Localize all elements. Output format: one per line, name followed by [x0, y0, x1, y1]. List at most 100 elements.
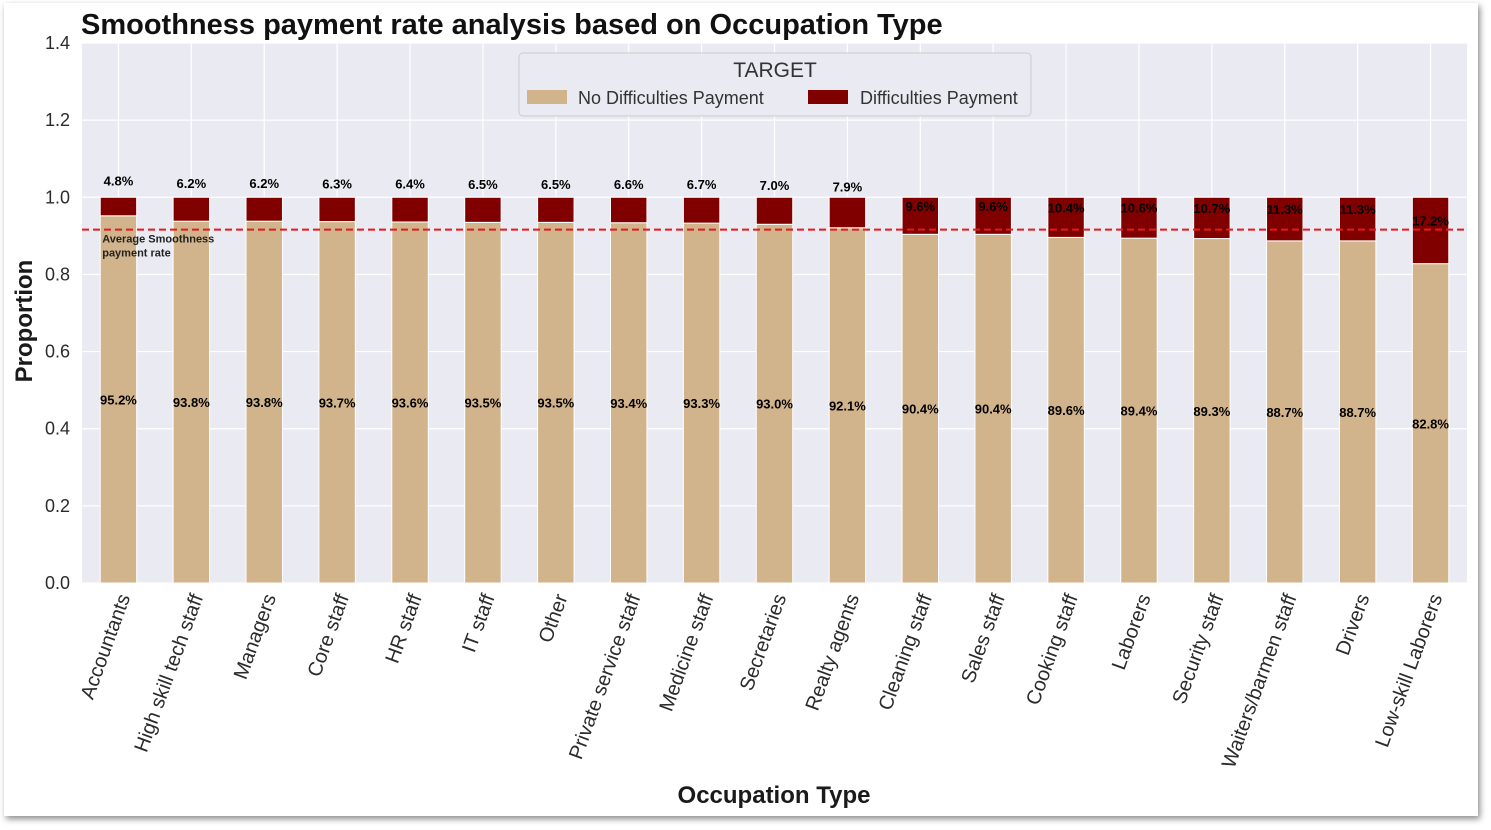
data-label-no-difficulties: 88.7%	[1266, 405, 1303, 420]
legend-title: TARGET	[733, 59, 817, 82]
data-label-difficulties: 9.6%	[978, 199, 1008, 214]
bar-no-difficulties	[901, 233, 940, 584]
x-tick-label: Secretaries	[736, 591, 791, 694]
bar-difficulties	[974, 196, 1012, 235]
bar-difficulties	[682, 196, 721, 224]
x-tick-label: Realty agents	[802, 591, 865, 713]
y-axis-label: Proportion	[11, 260, 38, 383]
data-label-no-difficulties: 93.8%	[246, 395, 283, 410]
legend-box	[518, 52, 1032, 117]
bar-difficulties	[99, 196, 138, 217]
legend-swatch-no-difficulties	[527, 90, 567, 104]
x-tick-label: Managers	[230, 591, 281, 682]
x-tick-label: Drivers	[1332, 591, 1374, 658]
x-tick-label: Medicine staff	[656, 591, 719, 715]
data-label-difficulties: 11.3%	[1340, 202, 1377, 217]
data-label-no-difficulties: 92.1%	[829, 398, 866, 413]
bar-difficulties	[1120, 196, 1158, 239]
data-label-difficulties: 6.2%	[249, 176, 279, 191]
y-tick-label: 0.4	[45, 419, 70, 439]
data-label-no-difficulties: 93.8%	[173, 395, 210, 410]
data-label-difficulties: 17.2%	[1412, 213, 1449, 228]
bar-no-difficulties	[974, 233, 1012, 584]
chart-canvas: Smoothness payment rate analysis based o…	[11, 9, 1467, 809]
x-tick-label: Other	[535, 591, 573, 646]
bar-difficulties	[755, 196, 794, 225]
bar-no-difficulties	[828, 227, 867, 584]
bar-no-difficulties	[391, 221, 429, 584]
data-label-difficulties: 6.5%	[468, 177, 498, 192]
bar-no-difficulties	[172, 220, 211, 584]
y-tick-label: 0.0	[45, 573, 70, 593]
bar-difficulties	[1266, 196, 1304, 242]
data-label-no-difficulties: 90.4%	[975, 402, 1012, 417]
bar-difficulties	[609, 196, 648, 224]
y-tick-label: 0.6	[45, 342, 70, 362]
data-label-difficulties: 6.4%	[395, 177, 425, 192]
x-tick-label: IT staff	[458, 591, 499, 656]
bar-no-difficulties	[609, 222, 648, 584]
data-label-difficulties: 11.3%	[1267, 202, 1304, 217]
bar-difficulties	[391, 196, 429, 223]
data-label-difficulties: 10.4%	[1048, 200, 1085, 215]
bar-difficulties	[318, 196, 356, 223]
x-tick-label: Accountants	[77, 591, 135, 702]
reference-line-label: payment rate	[102, 248, 170, 260]
data-label-difficulties: 6.5%	[541, 177, 571, 192]
data-label-no-difficulties: 93.5%	[537, 396, 574, 411]
data-label-no-difficulties: 95.2%	[100, 392, 137, 407]
data-label-no-difficulties: 89.6%	[1048, 403, 1085, 418]
data-label-difficulties: 10.6%	[1121, 201, 1158, 216]
legend: TARGET No Difficulties Payment Difficultie…	[518, 52, 1032, 117]
bar-no-difficulties	[99, 215, 138, 584]
data-label-no-difficulties: 93.0%	[756, 397, 793, 412]
reference-line-label: Average Smoothness	[102, 234, 214, 246]
x-tick-label: Cooking staff	[1022, 591, 1083, 708]
x-axis-label: Occupation Type	[678, 782, 871, 809]
x-tick-label: Security staff	[1168, 591, 1228, 707]
y-axis-ticks: 0.0 0.2 0.4 0.6 0.8 1.0 1.2 1.4	[45, 33, 70, 593]
y-tick-label: 1.4	[45, 33, 70, 53]
bar-no-difficulties	[1338, 240, 1377, 584]
bar-no-difficulties	[1266, 240, 1304, 584]
data-label-no-difficulties: 90.4%	[902, 402, 939, 417]
data-label-no-difficulties: 93.3%	[683, 396, 720, 411]
bar-difficulties	[172, 196, 211, 222]
bar-difficulties	[537, 196, 575, 223]
bar-difficulties	[1047, 196, 1085, 238]
bar-no-difficulties	[245, 220, 283, 584]
x-tick-label: Private service staff	[565, 591, 645, 763]
bar-difficulties	[1338, 196, 1377, 242]
chart-title: Smoothness payment rate analysis based o…	[81, 9, 943, 41]
bar-no-difficulties	[1120, 237, 1158, 584]
x-tick-label: Low-skill Laborers	[1371, 591, 1447, 750]
legend-swatch-difficulties	[808, 90, 848, 104]
data-label-difficulties: 7.0%	[760, 178, 790, 193]
data-label-no-difficulties: 93.6%	[392, 395, 429, 410]
data-label-difficulties: 6.2%	[177, 176, 207, 191]
bar-difficulties	[901, 196, 940, 235]
x-tick-label: Cleaning staff	[875, 591, 938, 714]
bar-no-difficulties	[318, 221, 356, 584]
x-tick-label: Core staff	[304, 591, 354, 680]
bar-difficulties	[245, 196, 283, 222]
chart-frame: Smoothness payment rate analysis based o…	[4, 3, 1478, 816]
data-label-difficulties: 6.6%	[614, 177, 644, 192]
y-tick-label: 1.2	[45, 110, 70, 130]
x-tick-label: High skill tech staff	[130, 591, 208, 755]
data-label-no-difficulties: 93.4%	[610, 396, 647, 411]
data-label-difficulties: 10.7%	[1193, 201, 1230, 216]
x-tick-label: Waiters/barmen staff	[1218, 591, 1302, 771]
bar-no-difficulties	[682, 222, 721, 584]
x-tick-label: Sales staff	[957, 591, 1010, 686]
data-label-no-difficulties: 89.3%	[1193, 404, 1230, 419]
legend-label-no-difficulties: No Difficulties Payment	[578, 88, 764, 108]
y-tick-label: 0.8	[45, 264, 70, 284]
y-tick-label: 1.0	[45, 187, 70, 207]
data-label-difficulties: 9.6%	[905, 199, 935, 214]
data-label-no-difficulties: 93.5%	[464, 396, 501, 411]
reference-line: Average Smoothness payment rate	[82, 228, 1467, 260]
bar-difficulties	[828, 196, 867, 229]
data-label-difficulties: 7.9%	[833, 180, 863, 195]
data-label-no-difficulties: 89.4%	[1121, 404, 1158, 419]
